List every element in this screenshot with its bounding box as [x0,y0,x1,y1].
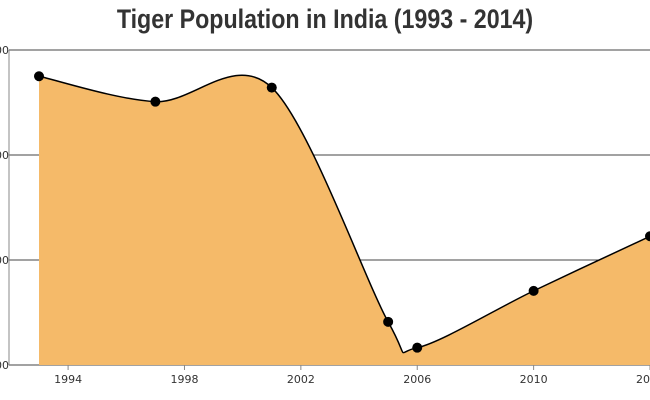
x-axis-ticks: 1994 1998 2002 2006 2010 2014 [54,365,650,386]
x-tick-label: 2002 [287,373,315,386]
x-tick-label: 1994 [54,373,82,386]
data-point-1993[interactable] [34,71,44,82]
area-fill [39,75,650,365]
data-point-1997[interactable] [150,96,161,107]
y-axis-ticks: 4000 3000 2000 1000 [0,44,9,372]
data-point-2014[interactable] [645,231,650,242]
x-tick-label: 1998 [170,373,198,386]
data-point-2006[interactable] [412,342,423,353]
x-tick-label: 2014 [636,373,650,386]
y-tick-label: 2000 [0,254,9,267]
data-point-2010[interactable] [528,285,539,296]
data-markers [34,71,650,353]
x-tick-label: 2010 [520,373,548,386]
x-tick-label: 2006 [403,373,431,386]
y-tick-label: 1000 [0,359,9,372]
y-tick-label: 3000 [0,149,9,162]
chart-title: Tiger Population in India (1993 - 2014) [116,4,534,34]
data-point-2005[interactable] [383,316,394,327]
data-point-2001[interactable] [266,82,277,93]
y-tick-label: 4000 [0,44,9,57]
